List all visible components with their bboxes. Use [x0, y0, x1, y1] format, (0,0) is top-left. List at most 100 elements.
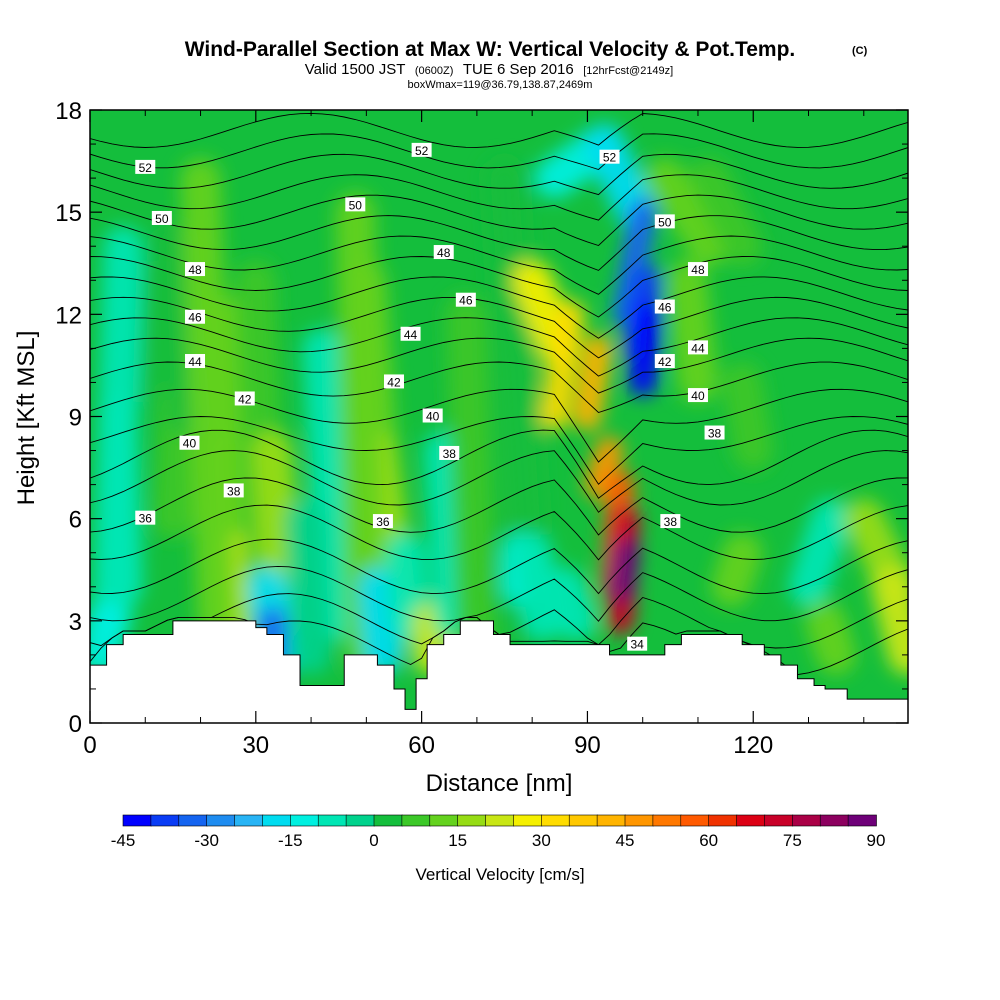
svg-text:46: 46: [459, 294, 473, 308]
colorbar-tick-label: 30: [532, 831, 551, 850]
x-tick-label: 60: [408, 732, 435, 759]
contour-label: 52: [411, 142, 432, 158]
theta-contour-line: [90, 194, 908, 247]
contour-label: 34: [627, 636, 648, 652]
colorbar-swatch: [792, 814, 822, 827]
colorbar-swatch: [401, 814, 431, 827]
contour-label: 44: [687, 340, 708, 355]
svg-text:38: 38: [443, 447, 457, 461]
colorbar: -45 -30 -15 0 15 30 45 60 75 90: [111, 814, 886, 850]
svg-text:50: 50: [349, 198, 363, 212]
colorbar-swatch: [262, 814, 292, 827]
contour-label: 50: [151, 210, 172, 226]
contour-label: 38: [439, 445, 460, 461]
theta-contour-line: [90, 361, 908, 414]
vertical-velocity-field: [90, 124, 908, 703]
colorbar-swatch: [290, 814, 320, 827]
colorbar-tick-label: -45: [111, 831, 136, 850]
potential-temperature-contours: [90, 112, 908, 676]
colorbar-swatch: [178, 814, 208, 827]
theta-contour-line: [90, 174, 908, 221]
theta-contour-line: [90, 276, 908, 339]
colorbar-swatch: [317, 814, 347, 827]
valid-prefix: Valid 1500 JST: [305, 61, 406, 78]
y-tick-label: 6: [69, 507, 82, 534]
x-axis-label: Distance [nm]: [426, 770, 573, 797]
svg-text:38: 38: [664, 515, 678, 529]
colorbar-swatch: [708, 814, 738, 827]
colorbar-swatch: [764, 814, 794, 827]
theta-contour-line: [90, 296, 908, 359]
y-axis-label: Height [Kft MSL]: [13, 331, 40, 506]
y-tick-label: 9: [69, 405, 82, 432]
colorbar-swatch: [234, 814, 264, 827]
terrain-mask: [90, 620, 908, 723]
colorbar-tick-label: 15: [448, 831, 467, 850]
contour-label: 48: [185, 262, 206, 277]
contour-label: 42: [654, 354, 675, 369]
x-tick-label: 30: [242, 732, 269, 759]
svg-text:52: 52: [603, 151, 617, 165]
svg-text:48: 48: [437, 246, 451, 260]
x-tick-label: 90: [574, 732, 601, 759]
svg-text:50: 50: [155, 212, 169, 226]
theta-contour-line: [90, 504, 908, 561]
svg-text:34: 34: [630, 638, 644, 652]
contour-label: 36: [135, 510, 156, 526]
colorbar-tick-label: 0: [369, 831, 378, 850]
contour-labels: 52 52 52 50 50 50 48 48 48 46 46 46 44 44 44 42 42 42 40 40…: [135, 142, 725, 652]
y-tick-label: 18: [55, 98, 82, 125]
colorbar-tick-label: 60: [699, 831, 718, 850]
y-tick-label: 3: [69, 609, 82, 636]
colorbar-tick-label: 45: [616, 831, 635, 850]
theta-contour-line: [90, 538, 908, 595]
colorbar-swatch: [485, 814, 515, 827]
theta-contour-line: [90, 337, 908, 394]
theta-contour-line: [90, 112, 908, 148]
svg-text:44: 44: [404, 328, 418, 342]
contour-label: 40: [687, 388, 708, 403]
x-tick-label: 0: [83, 732, 96, 759]
colorbar-swatch: [819, 814, 849, 827]
contour-label: 48: [687, 262, 708, 277]
svg-text:44: 44: [188, 355, 202, 369]
svg-text:46: 46: [658, 301, 672, 315]
contour-label: 52: [599, 149, 620, 165]
svg-text:48: 48: [691, 263, 705, 277]
contour-label: 46: [654, 299, 675, 315]
colorbar-swatch: [541, 814, 571, 827]
theta-contour-line: [90, 565, 908, 622]
colorbar-tick-label: 90: [867, 831, 886, 850]
colorbar-swatch: [847, 814, 877, 827]
svg-text:42: 42: [387, 375, 401, 389]
colorbar-swatch: [122, 814, 152, 827]
colorbar-swatch: [624, 814, 654, 827]
contour-label: 46: [455, 292, 476, 308]
svg-text:40: 40: [426, 410, 440, 424]
colorbar-swatch: [206, 814, 236, 827]
svg-text:36: 36: [139, 512, 153, 526]
theta-contour-line: [90, 317, 908, 377]
contour-label: 42: [383, 374, 404, 389]
colorbar-swatch: [596, 814, 626, 827]
colorbar-swatch: [513, 814, 543, 827]
contour-label: 38: [660, 514, 681, 529]
colorbar-label: Vertical Velocity [cm/s]: [415, 865, 584, 884]
theta-contour-line: [90, 133, 908, 171]
svg-text:46: 46: [188, 311, 202, 325]
colorbar-swatch: [345, 814, 375, 827]
colorbar-tick-label: -15: [278, 831, 303, 850]
theta-contour-line: [90, 215, 908, 271]
svg-text:40: 40: [183, 437, 197, 451]
box-info: boxWmax=119@36.79,138.87,2469m: [408, 79, 593, 91]
svg-text:50: 50: [658, 215, 672, 229]
contour-label: 38: [223, 483, 244, 498]
contour-label: 38: [704, 425, 725, 441]
svg-text:38: 38: [708, 427, 722, 441]
svg-text:52: 52: [139, 161, 153, 175]
contour-label: 40: [422, 408, 443, 424]
plot-area: 52 52 52 50 50 50 48 48 48 46 46 46 44 44 44 42 42 42 40 40…: [90, 110, 908, 723]
copyright-mark: (C): [852, 45, 868, 57]
